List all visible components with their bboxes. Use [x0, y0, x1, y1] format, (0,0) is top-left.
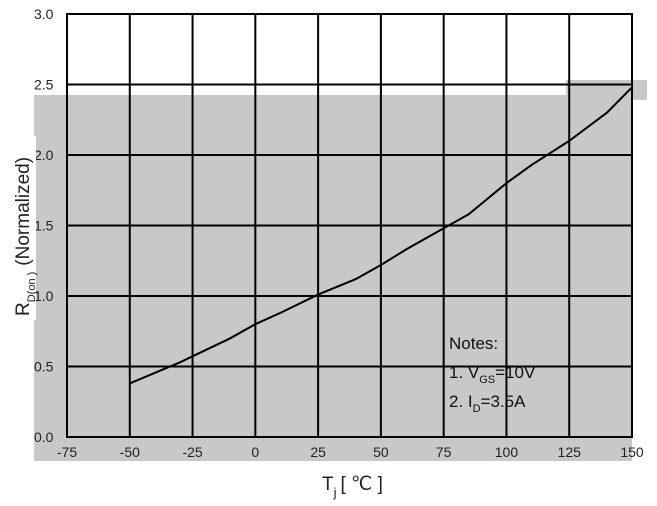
x-tick-label-7: 100 [495, 444, 519, 460]
x-axis-label-sub: j [333, 485, 337, 500]
x-axis-label: Tj [ ℃ ] [322, 474, 383, 500]
note2-suffix: =3.5A [481, 392, 527, 411]
note1-suffix: =10V [495, 363, 536, 382]
x-tick-label-1: -50 [120, 444, 140, 460]
x-tick-label-0: -75 [57, 444, 77, 460]
x-tick-labels: -75 -50 -25 0 25 50 75 100 125 150 [57, 444, 644, 460]
x-axis-label-main: T [322, 474, 334, 495]
plot-shading [34, 95, 632, 461]
y-tick-label-6: 3.0 [34, 6, 54, 22]
y-tick-label-4: 2.0 [34, 147, 54, 163]
x-axis-label-unit: [ ℃ ] [341, 474, 383, 495]
y-axis-label-main: R [13, 302, 34, 316]
notes-title-colon: : [493, 334, 498, 353]
plot-frame [66, 13, 633, 438]
note2-sub: D [473, 403, 481, 415]
y-axis-label: RD(on ) (Normalized) [13, 157, 38, 316]
notes-box: Notes: 1. VGS=10V 2. ID=3.5A [449, 334, 536, 415]
svg-text:1. VGS=10V: 1. VGS=10V [449, 363, 536, 386]
x-tick-label-4: 25 [310, 444, 326, 460]
x-tick-label-2: -25 [182, 444, 202, 460]
note1-prefix: 1. V [449, 363, 480, 382]
svg-text:Notes:: Notes: [449, 334, 498, 353]
y-axis-label-unit: (Normalized) [13, 157, 34, 266]
x-tick-label-9: 150 [620, 444, 644, 460]
plot-shading-top-right [566, 80, 647, 100]
x-tick-label-6: 75 [436, 444, 452, 460]
x-tick-label-3: 0 [251, 444, 259, 460]
y-tick-label-5: 2.5 [34, 77, 54, 93]
y-axis-label-sub: D(on ) [26, 272, 38, 303]
note1-sub: GS [479, 374, 495, 386]
x-tick-label-8: 125 [558, 444, 582, 460]
series-line [129, 86, 633, 385]
y-tick-label-0: 0.0 [34, 429, 54, 445]
note2-prefix: 2. I [449, 392, 473, 411]
svg-text:2. ID=3.5A: 2. ID=3.5A [449, 392, 526, 415]
y-tick-label-3: 1.5 [34, 218, 54, 234]
y-tick-label-1: 0.5 [34, 359, 54, 375]
y-tick-labels: 0.0 0.5 1.0 1.5 2.0 2.5 3.0 [34, 6, 54, 445]
notes-title: Notes [449, 334, 493, 353]
y-axis-label-bg [8, 136, 36, 320]
x-tick-label-5: 50 [373, 444, 389, 460]
y-tick-label-2: 1.0 [34, 288, 54, 304]
